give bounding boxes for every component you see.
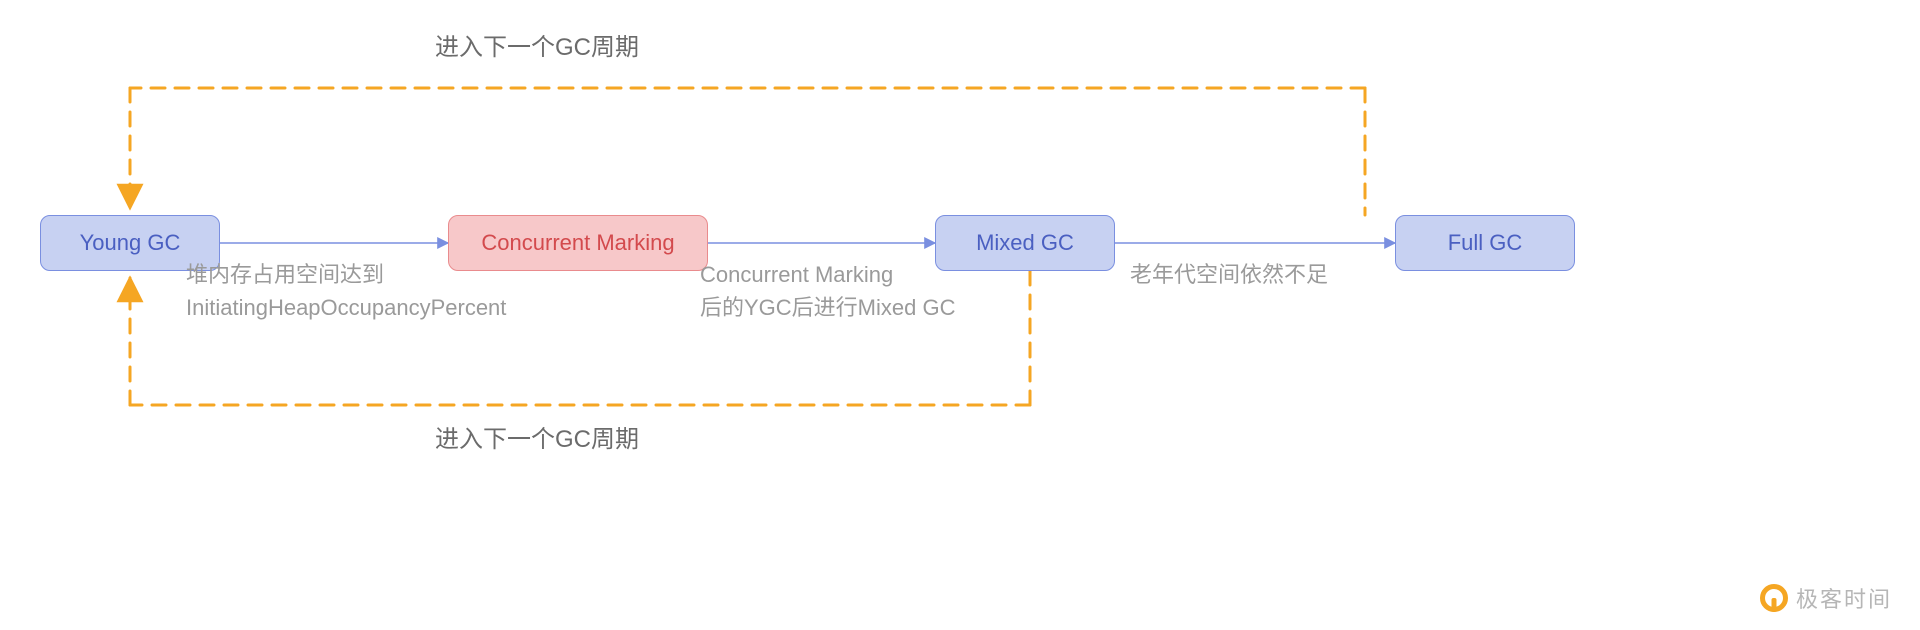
edge-label-e2: Concurrent Marking 后的YGC后进行Mixed GC — [700, 258, 955, 324]
node-full: Full GC — [1395, 215, 1575, 271]
cycle-top-label: 进入下一个GC周期 — [435, 30, 639, 66]
node-mixed: Mixed GC — [935, 215, 1115, 271]
dashed-cycle-edges — [130, 88, 1365, 405]
cycle-bottom-label: 进入下一个GC周期 — [435, 422, 639, 458]
edge-label-e3: 老年代空间依然不足 — [1130, 258, 1328, 291]
geektime-logo-icon — [1760, 584, 1788, 612]
edge-label-e1: 堆内存占用空间达到 InitiatingHeapOccupancyPercent — [186, 258, 506, 324]
watermark-text: 极客时间 — [1796, 582, 1892, 614]
watermark: 极客时间 — [1760, 582, 1892, 614]
